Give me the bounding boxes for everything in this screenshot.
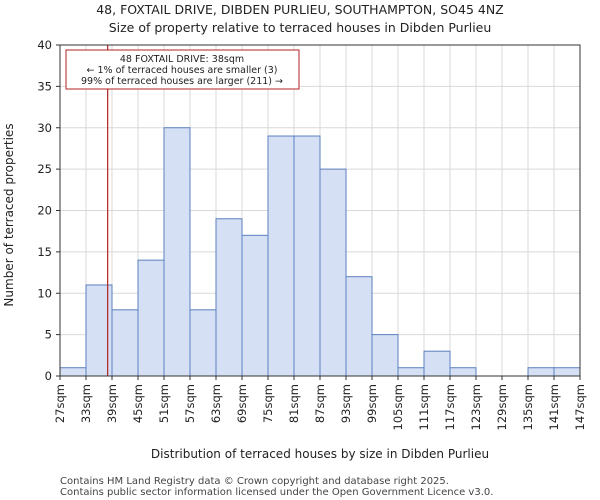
annotation-border [65, 49, 300, 90]
x-tick-label: 141sqm [547, 384, 561, 430]
bar [527, 367, 555, 377]
chart-title: 48, FOXTAIL DRIVE, DIBDEN PURLIEU, SOUTH… [96, 2, 504, 17]
x-tick-label: 147sqm [573, 384, 587, 430]
x-tick-label: 33sqm [79, 384, 93, 423]
x-tick-label: 75sqm [261, 384, 275, 423]
x-tick-label: 99sqm [365, 384, 379, 423]
x-axis-label: Distribution of terraced houses by size … [151, 447, 489, 461]
bar [371, 334, 399, 377]
x-tick-label: 105sqm [391, 384, 405, 430]
bar [293, 135, 321, 377]
y-tick-label: 25 [37, 162, 52, 176]
x-tick-label: 69sqm [235, 384, 249, 423]
x-tick-label: 117sqm [443, 384, 457, 430]
x-tick-label: 63sqm [209, 384, 223, 423]
chart-subtitle: Size of property relative to terraced ho… [109, 20, 492, 35]
bar [111, 309, 139, 377]
bar [267, 135, 295, 377]
x-tick-label: 57sqm [183, 384, 197, 423]
x-tick-label: 51sqm [157, 384, 171, 423]
bar [189, 309, 217, 377]
bar [137, 259, 165, 377]
y-axis-ticks: 0 5 10 15 20 25 30 35 40 [37, 38, 60, 383]
x-tick-label: 45sqm [131, 384, 145, 423]
bar [319, 168, 347, 377]
y-tick-label: 30 [37, 121, 52, 135]
x-tick-label: 129sqm [495, 384, 509, 430]
bar [241, 234, 269, 377]
x-tick-label: 81sqm [287, 384, 301, 423]
plot-frame [59, 44, 581, 377]
y-tick-label: 40 [37, 38, 52, 52]
bar [59, 367, 87, 377]
annotation-line-2: ← 1% of terraced houses are smaller (3) [87, 65, 278, 76]
x-tick-label: 27sqm [53, 384, 67, 423]
y-tick-label: 5 [45, 328, 52, 342]
y-tick-label: 0 [45, 369, 52, 383]
x-tick-label: 111sqm [417, 384, 431, 430]
bar [345, 276, 373, 377]
bar [449, 367, 477, 377]
bar [553, 367, 581, 377]
x-tick-label: 123sqm [469, 384, 483, 430]
y-tick-label: 20 [37, 204, 52, 218]
bar [163, 127, 191, 377]
annotation-line-3: 99% of terraced houses are larger (211) … [81, 76, 283, 87]
footer-line-1: Contains HM Land Registry data © Crown c… [60, 476, 449, 487]
bars [59, 127, 581, 377]
footer-line-2: Contains public sector information licen… [60, 487, 493, 498]
bar [423, 350, 451, 377]
x-tick-label: 93sqm [339, 384, 353, 423]
y-axis-label: Number of terraced properties [2, 123, 16, 306]
bar [397, 367, 425, 377]
y-tick-label: 10 [37, 286, 52, 300]
x-tick-label: 39sqm [105, 384, 119, 423]
bar [215, 218, 243, 377]
x-axis-ticks: 27sqm 33sqm 39sqm 45sqm 51sqm 57sqm 63sqm 69sqm… [53, 376, 587, 430]
y-tick-label: 15 [37, 245, 52, 259]
x-tick-label: 135sqm [521, 384, 535, 430]
x-tick-label: 87sqm [313, 384, 327, 423]
y-tick-label: 35 [37, 79, 52, 93]
annotation-box: 48 FOXTAIL DRIVE: 38sqm ← 1% of terraced… [65, 49, 300, 90]
annotation-line-1: 48 FOXTAIL DRIVE: 38sqm [120, 54, 244, 65]
